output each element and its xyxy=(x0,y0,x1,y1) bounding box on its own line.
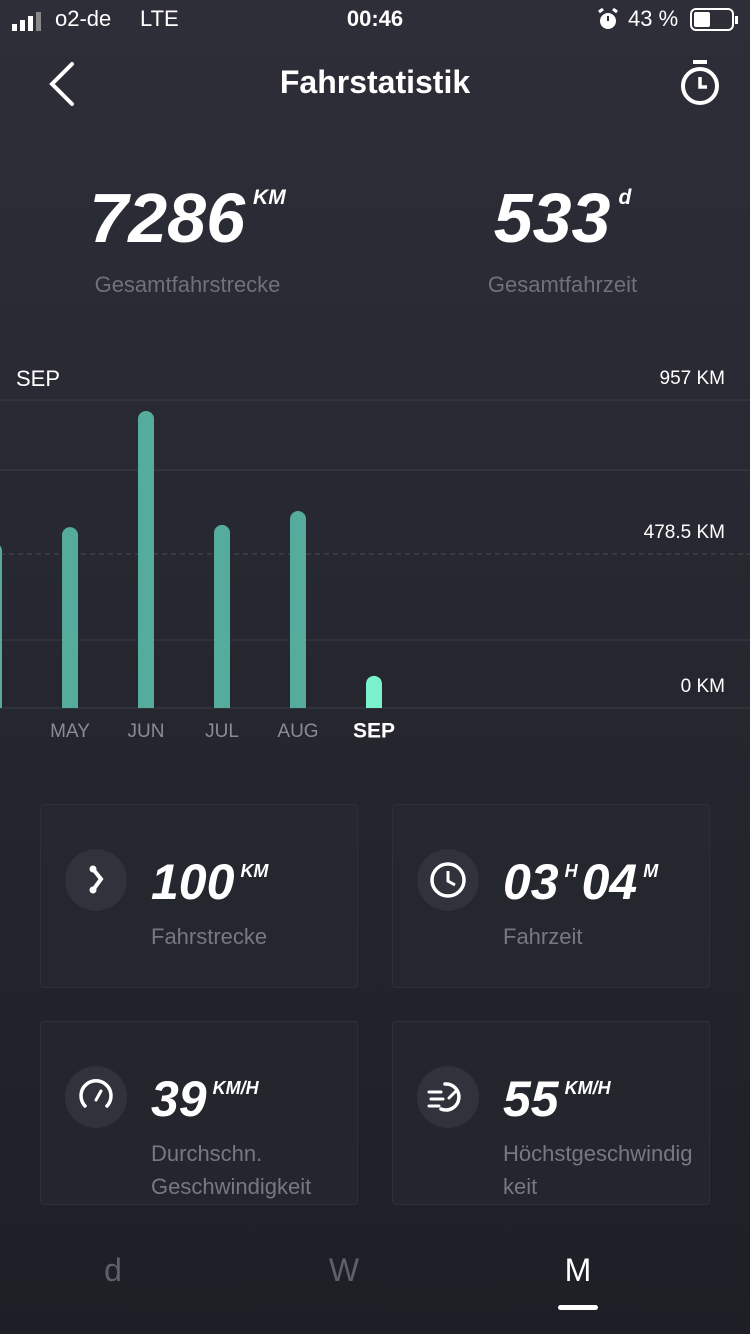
y-tick-label: 0 KM xyxy=(681,676,725,697)
tab[interactable]: W xyxy=(328,1252,360,1288)
max-speed-unit: KM/H xyxy=(564,1078,611,1098)
max-speed-icon xyxy=(417,1066,479,1128)
clock-icon xyxy=(417,849,479,911)
avg-speed-unit: KM/H xyxy=(212,1078,259,1098)
bar xyxy=(0,545,2,708)
speedometer-icon xyxy=(65,1066,127,1128)
battery-percent: 43 % xyxy=(628,6,679,31)
selected-month: SEP xyxy=(16,366,60,391)
distance-value: 100 xyxy=(151,854,235,910)
minutes-value: 04 xyxy=(581,854,638,910)
total-distance: 7286 KM xyxy=(0,178,375,258)
distance-unit: KM xyxy=(240,861,269,881)
active-tab-indicator xyxy=(558,1305,598,1310)
x-tick-label: AUG xyxy=(277,721,318,742)
stat-card: 39 KM/H Durchschn. Geschwindigkeit xyxy=(40,1021,358,1205)
x-tick-label: SEP xyxy=(353,720,395,743)
stat-value: 100 KM xyxy=(151,853,272,911)
max-speed-value: 55 xyxy=(503,1071,559,1127)
stat-label: Durchschn. Geschwindigkeit xyxy=(151,1141,312,1199)
total-distance-value: 7286 xyxy=(89,179,246,257)
stat-label: Höchstgeschwindigkeit xyxy=(503,1141,693,1199)
stat-label: Fahrstrecke xyxy=(151,924,268,949)
x-tick-label: JUN xyxy=(128,721,165,742)
page-title: Fahrstatistik xyxy=(279,64,471,100)
y-tick-label: 957 KM xyxy=(660,368,725,389)
stat-card: 100 KM Fahrstrecke xyxy=(40,804,358,988)
alarm-icon xyxy=(598,8,618,29)
tab[interactable]: M xyxy=(564,1252,592,1288)
timer-button[interactable] xyxy=(676,58,724,108)
clock: 00:46 xyxy=(346,6,404,31)
total-distance-label: Gesamtfahrstrecke xyxy=(94,272,281,297)
x-tick-label: MAY xyxy=(50,721,90,742)
hours-unit: H xyxy=(564,861,578,881)
avg-speed-value: 39 xyxy=(151,1071,207,1127)
signal-icon xyxy=(12,12,41,31)
bar xyxy=(138,410,154,708)
network: LTE xyxy=(140,6,179,31)
bar xyxy=(214,524,230,708)
stat-value: 39 KM/H xyxy=(151,1070,263,1128)
y-tick-label: 478.5 KM xyxy=(644,522,725,543)
total-time: 533 d xyxy=(375,178,750,258)
bar xyxy=(62,527,78,708)
total-time-value: 533 xyxy=(493,179,611,257)
battery-icon xyxy=(690,8,738,31)
stat-card: 03 H04 M Fahrzeit xyxy=(392,804,710,988)
x-tick-label: JUL xyxy=(205,721,239,742)
total-time-label: Gesamtfahrzeit xyxy=(487,272,638,297)
total-time-unit: d xyxy=(618,186,632,209)
hours-value: 03 xyxy=(503,854,559,910)
route-icon xyxy=(65,849,127,911)
stat-label: Fahrzeit xyxy=(503,924,583,949)
carrier: o2-de xyxy=(55,6,112,31)
tab[interactable]: d xyxy=(104,1252,122,1288)
back-button[interactable] xyxy=(40,60,84,110)
bar-chart: SEP 0 KM 478.5 KM 957 KM R MAY JUN JUL AUG SEP xyxy=(0,366,750,743)
minutes-unit: M xyxy=(643,861,659,881)
stat-value: 55 KM/H xyxy=(503,1070,615,1128)
stat-card: 55 KM/H Höchstgeschwindigkeit xyxy=(392,1021,710,1205)
stat-value: 03 H04 M xyxy=(503,853,662,911)
total-distance-unit: KM xyxy=(253,186,286,209)
bar xyxy=(366,675,382,708)
bar xyxy=(290,511,306,708)
x-tick-label: R xyxy=(0,721,1,742)
